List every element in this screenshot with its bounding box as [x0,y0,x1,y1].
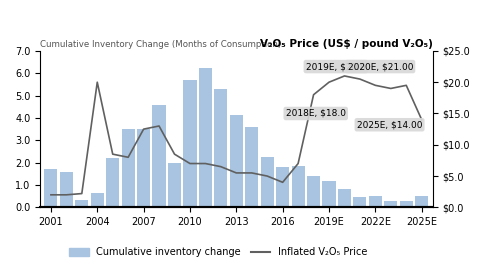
Bar [368,196,381,207]
Bar [214,89,227,207]
Bar [322,181,335,207]
Bar [275,167,288,207]
Bar [152,105,166,207]
Bar [137,129,150,207]
Bar [106,158,119,207]
Legend: Cumulative inventory change, Inflated V₂O₅ Price: Cumulative inventory change, Inflated V₂… [65,243,370,261]
Bar [60,172,73,207]
Text: 2019E, $20.0: 2019E, $20.0 [305,62,365,71]
Bar [353,197,366,207]
Text: 2018E, $18.0: 2018E, $18.0 [285,109,345,118]
Bar [229,115,242,207]
Text: V₂O₅ Price (US$ / pound V₂O₅): V₂O₅ Price (US$ / pound V₂O₅) [259,39,432,49]
Bar [414,196,427,207]
Bar [383,201,396,207]
Text: 2025E, $14.00: 2025E, $14.00 [356,120,422,129]
Bar [260,157,273,207]
Bar [198,68,212,207]
Bar [399,201,412,207]
Bar [91,193,104,207]
Bar [291,166,304,207]
Text: Cumulative Inventory Change (Months of Consumption): Cumulative Inventory Change (Months of C… [40,40,281,49]
Bar [121,129,135,207]
Bar [167,163,181,207]
Bar [75,200,88,207]
Bar [306,176,319,207]
Text: 2020E, $21.00: 2020E, $21.00 [347,62,412,71]
Bar [44,169,58,207]
Bar [337,189,350,207]
Bar [245,127,258,207]
Bar [183,80,196,207]
